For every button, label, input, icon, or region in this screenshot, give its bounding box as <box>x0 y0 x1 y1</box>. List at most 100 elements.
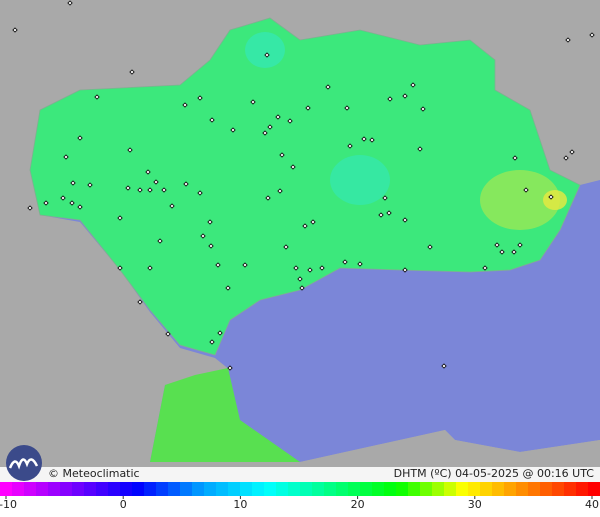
colorbar-step <box>396 482 409 496</box>
colorbar-step <box>588 482 600 496</box>
colorbar-step <box>432 482 445 496</box>
station <box>147 187 153 193</box>
station <box>517 242 523 248</box>
station <box>264 52 270 58</box>
station <box>242 262 248 268</box>
station <box>77 204 83 210</box>
station <box>378 212 384 218</box>
station <box>157 238 163 244</box>
colorbar-step <box>48 482 61 496</box>
station <box>494 242 500 248</box>
station <box>127 147 133 153</box>
colorbar-tick-label: 0 <box>120 498 127 511</box>
station <box>565 37 571 43</box>
colorbar-step <box>228 482 241 496</box>
colorbar-step <box>84 482 97 496</box>
station <box>209 117 215 123</box>
station <box>523 187 529 193</box>
station <box>70 180 76 186</box>
cool-area <box>330 155 390 205</box>
station <box>250 99 256 105</box>
station <box>402 267 408 273</box>
colorbar-step <box>372 482 385 496</box>
colorbar-step <box>480 482 493 496</box>
station <box>117 265 123 271</box>
colorbar: -10 0 10 20 30 40 <box>0 482 600 511</box>
colorbar-tick-label: 20 <box>351 498 365 511</box>
stations <box>12 0 595 371</box>
colorbar-step <box>504 482 517 496</box>
station <box>215 262 221 268</box>
station <box>183 181 189 187</box>
station <box>279 152 285 158</box>
colorbar-step <box>192 482 205 496</box>
colorbar-step <box>420 482 433 496</box>
station <box>169 203 175 209</box>
station <box>60 195 66 201</box>
station <box>277 188 283 194</box>
station <box>420 106 426 112</box>
station <box>305 105 311 111</box>
colorbar-step <box>312 482 325 496</box>
station <box>230 127 236 133</box>
colorbar-step <box>384 482 397 496</box>
station <box>307 267 313 273</box>
brand: © Meteoclimatic <box>48 467 140 480</box>
colorbar-step <box>276 482 289 496</box>
station <box>387 96 393 102</box>
station <box>12 27 18 33</box>
station <box>589 32 595 38</box>
station <box>209 339 215 345</box>
station <box>347 143 353 149</box>
colorbar-step <box>348 482 361 496</box>
station <box>410 82 416 88</box>
station <box>63 154 69 160</box>
station <box>27 205 33 211</box>
station <box>499 249 505 255</box>
station <box>297 276 303 282</box>
station <box>182 102 188 108</box>
colorbar-tick-label: 10 <box>233 498 247 511</box>
station <box>287 118 293 124</box>
colorbar-step <box>36 482 49 496</box>
station <box>227 365 233 371</box>
station <box>43 200 49 206</box>
colorbar-step <box>468 482 481 496</box>
station <box>129 69 135 75</box>
colorbar-step <box>144 482 157 496</box>
station <box>200 233 206 239</box>
cool-area <box>245 32 285 68</box>
station <box>94 94 100 100</box>
colorbar-step <box>24 482 37 496</box>
station <box>511 249 517 255</box>
colorbar-step <box>108 482 121 496</box>
station <box>267 124 273 130</box>
warm-area <box>543 190 567 210</box>
land-bottom <box>300 430 600 467</box>
colorbar-step <box>60 482 73 496</box>
colorbar-step <box>516 482 529 496</box>
station <box>361 136 367 142</box>
station <box>197 190 203 196</box>
colorbar-step <box>528 482 541 496</box>
colorbar-step <box>168 482 181 496</box>
colorbar-step <box>264 482 277 496</box>
station <box>125 185 131 191</box>
colorbar-step <box>132 482 145 496</box>
colorbar-step <box>252 482 265 496</box>
station <box>165 331 171 337</box>
station <box>283 244 289 250</box>
station <box>369 137 375 143</box>
station <box>290 164 296 170</box>
station <box>77 135 83 141</box>
station <box>482 265 488 271</box>
colorbar-tick-label: 30 <box>468 498 482 511</box>
station <box>197 95 203 101</box>
station <box>299 285 305 291</box>
station <box>293 265 299 271</box>
colorbar-step <box>456 482 469 496</box>
colorbar-step <box>156 482 169 496</box>
colorbar-step <box>360 482 373 496</box>
station <box>563 155 569 161</box>
